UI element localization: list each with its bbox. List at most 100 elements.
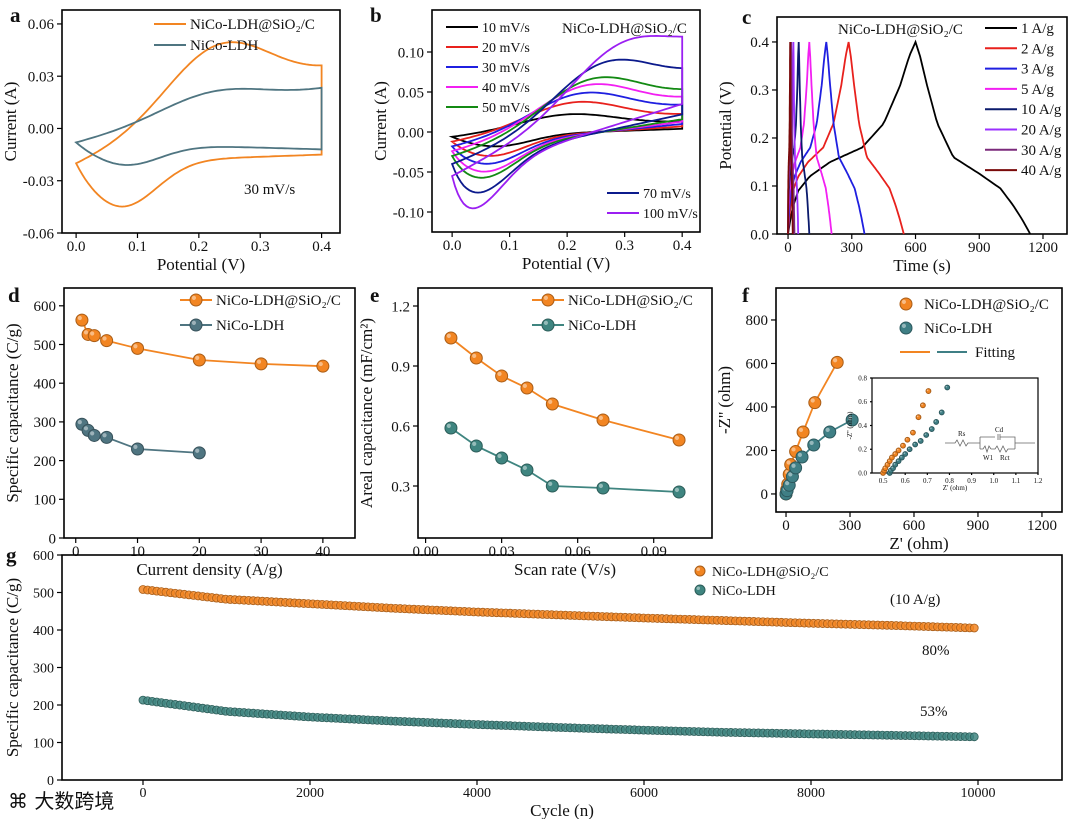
x-tick-label: 2000 xyxy=(296,786,324,801)
y-tick-label: 300 xyxy=(34,415,57,431)
data-point-highlight xyxy=(446,333,451,338)
data-point-highlight xyxy=(522,383,527,388)
cv-curve xyxy=(451,34,684,210)
data-point-highlight xyxy=(598,483,604,488)
y-tick-label: 600 xyxy=(33,549,54,564)
data-point-highlight xyxy=(548,481,553,486)
data-point xyxy=(131,442,145,456)
data-point xyxy=(520,381,534,395)
data-point xyxy=(469,439,483,453)
annotation-current-density: (10 A/g) xyxy=(890,592,940,608)
inset-point xyxy=(920,402,926,409)
plot-area xyxy=(138,585,979,742)
x-tick-label: 0.03 xyxy=(489,544,515,560)
annotation-retention: 80% xyxy=(922,643,950,659)
data-point xyxy=(100,430,114,444)
data-point xyxy=(192,446,206,460)
data-point xyxy=(672,433,686,447)
y-tick-label: 800 xyxy=(746,313,769,329)
data-point xyxy=(100,334,114,348)
plot-frame xyxy=(775,287,1063,513)
inset-point-highlight xyxy=(934,420,937,422)
data-point xyxy=(796,425,810,439)
inset-point xyxy=(925,388,932,394)
x-axis-label: Potential (V) xyxy=(157,255,245,274)
x-tick-label: 1.2 xyxy=(1034,477,1043,485)
cycle-point xyxy=(969,732,979,742)
legend-label: 40 A/g xyxy=(1021,163,1062,179)
inset-point xyxy=(933,419,940,425)
inset-point-highlight xyxy=(893,452,896,454)
data-point-highlight xyxy=(497,371,502,376)
data-point xyxy=(845,413,859,427)
data-point xyxy=(75,313,89,327)
y-tick-label: 0.6 xyxy=(391,419,410,435)
panel-letter: a xyxy=(10,3,21,27)
panel-c: c 0 300 600 900 1200 0.0 0.1 0.2 0.3 0.4 Time (s) Po… xyxy=(716,5,1068,275)
data-point-highlight xyxy=(847,415,853,421)
y-tick-label: 0.8 xyxy=(858,374,867,382)
inset-point xyxy=(938,409,945,416)
y-tick-label: 0.2 xyxy=(750,131,769,147)
x-tick-label: 0.0 xyxy=(443,238,462,254)
x-tick-label: 0.1 xyxy=(128,239,147,255)
inset-point-highlight xyxy=(924,433,927,435)
data-point-highlight xyxy=(825,427,830,432)
plot-frame xyxy=(417,287,713,539)
y-axis-label: Current (A) xyxy=(1,82,20,162)
gcd-curve xyxy=(787,41,866,235)
x-tick-label: 20 xyxy=(192,544,207,560)
x-axis-label: Potential (V) xyxy=(522,254,610,273)
y-tick-label: 400 xyxy=(746,400,769,416)
y-axis-label: Potential (V) xyxy=(716,81,735,169)
y-tick-label: 0.3 xyxy=(391,479,410,495)
x-tick-label: 0.00 xyxy=(412,544,438,560)
data-point-highlight xyxy=(785,481,790,486)
legend-marker-highlight xyxy=(543,295,549,300)
legend-label: 40 mV/s xyxy=(482,81,530,96)
x-axis-label: Time (s) xyxy=(893,256,950,275)
circuit-label: W1 xyxy=(983,454,994,462)
data-point-highlight xyxy=(77,315,82,321)
data-point-highlight xyxy=(674,435,680,440)
inset-point-highlight xyxy=(901,444,903,446)
plot-area xyxy=(787,39,1031,235)
y-tick-label: 0.9 xyxy=(391,359,410,375)
legend-label: NiCo-LDH xyxy=(924,321,992,337)
x-tick-label: 0.2 xyxy=(189,239,208,255)
y-tick-label: 0.3 xyxy=(750,83,769,99)
inset-point xyxy=(892,461,899,468)
legend-marker-highlight xyxy=(696,567,700,571)
plot-area xyxy=(444,331,686,499)
inset-point xyxy=(892,451,899,457)
plot-frame xyxy=(776,16,1068,235)
legend-marker xyxy=(541,318,555,332)
y-tick-label: 0.0 xyxy=(858,469,867,477)
x-tick-label: 6000 xyxy=(630,786,658,801)
y-axis-label: -Z'' (ohm) xyxy=(715,366,734,434)
x-tick-label: 1.0 xyxy=(989,477,998,485)
y-tick-label: 100 xyxy=(34,493,57,509)
data-point-highlight xyxy=(102,433,107,438)
data-point xyxy=(808,396,822,410)
data-point-highlight xyxy=(83,330,89,335)
inset-point-highlight xyxy=(905,438,908,440)
legend-marker-highlight xyxy=(901,299,907,304)
y-tick-label: 600 xyxy=(34,299,57,315)
data-point-highlight xyxy=(195,448,200,453)
inset-point-highlight xyxy=(945,385,948,388)
legend-label: NiCo-LDH@SiO₂/C xyxy=(924,297,1049,313)
inset-point-highlight xyxy=(911,430,913,433)
legend-label: 1 A/g xyxy=(1021,21,1054,37)
x-tick-label: 0.1 xyxy=(500,238,519,254)
inset-point xyxy=(895,458,902,465)
y-tick-label: 0.00 xyxy=(28,122,54,138)
y-tick-label: -0.06 xyxy=(23,226,55,242)
legend-label: 5 A/g xyxy=(1021,82,1054,98)
x-tick-label: 0.0 xyxy=(67,239,86,255)
data-point xyxy=(192,353,206,367)
x-tick-label: 0.2 xyxy=(558,238,577,254)
y-tick-label: 0 xyxy=(761,487,769,503)
x-tick-label: 0.4 xyxy=(673,238,692,254)
